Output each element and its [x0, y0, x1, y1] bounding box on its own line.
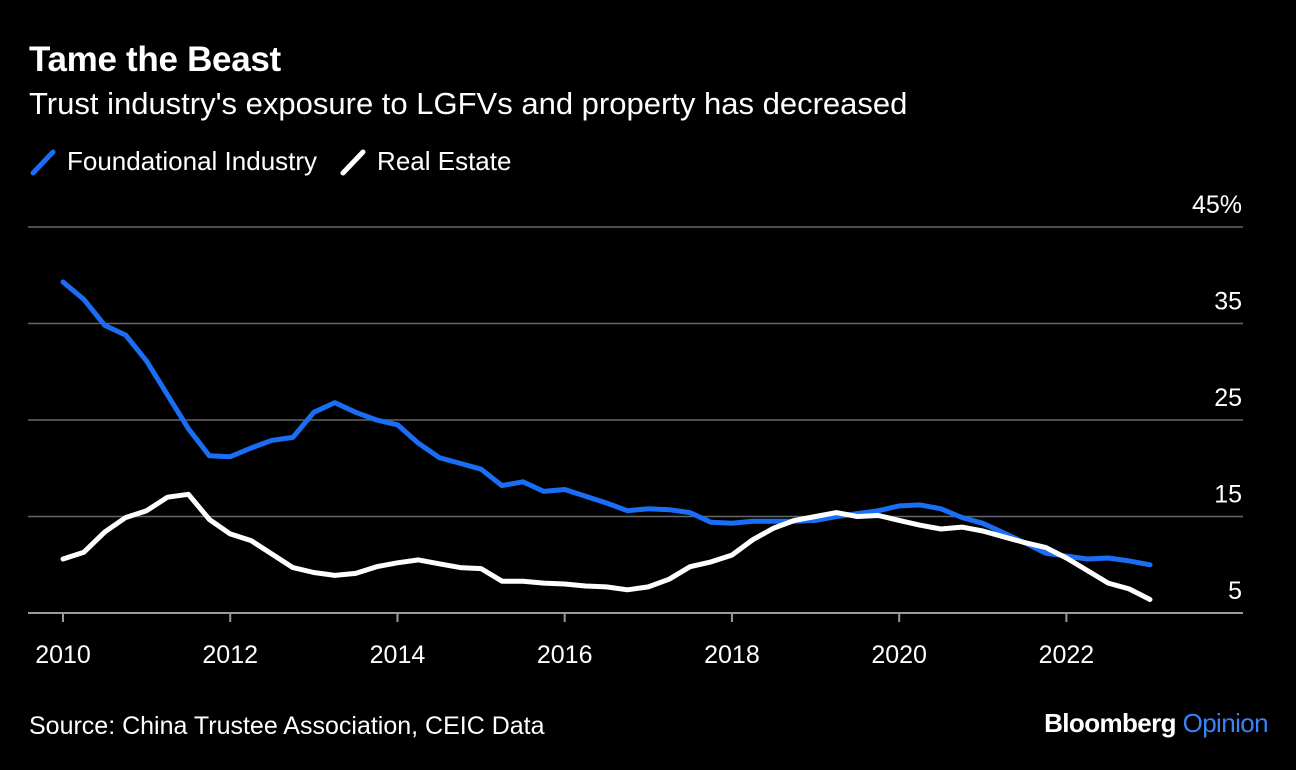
- legend: Foundational Industry Real Estate: [29, 146, 533, 177]
- series-line-real-estate: [60, 491, 1153, 602]
- brand-logo: Bloomberg Opinion: [1044, 708, 1268, 739]
- x-tick-label: 2022: [1039, 641, 1095, 669]
- chart-title: Tame the Beast: [29, 40, 281, 79]
- x-axis: 2010 2012 2014 2016 2018 2020 2022: [35, 613, 1094, 669]
- legend-swatch-foundational: [30, 149, 56, 175]
- x-tick-label: 2018: [704, 641, 760, 669]
- x-tick-label: 2012: [202, 641, 258, 669]
- chart-subtitle: Trust industry's exposure to LGFVs and p…: [29, 86, 908, 121]
- y-tick-label: 35: [1214, 288, 1242, 316]
- y-tick-label: 25: [1214, 384, 1242, 412]
- y-tick-label: 5: [1228, 577, 1242, 605]
- legend-label-foundational: Foundational Industry: [67, 146, 318, 176]
- brand-opinion: Opinion: [1182, 708, 1269, 738]
- legend-item-foundational: Foundational Industry: [29, 146, 317, 177]
- series-line-foundational-industry: [60, 279, 1153, 568]
- source-note: Source: China Trustee Association, CEIC …: [29, 712, 545, 740]
- x-tick-label: 2020: [871, 641, 927, 669]
- x-tick-label: 2014: [370, 641, 426, 669]
- legend-item-real-estate: Real Estate: [339, 146, 511, 177]
- y-tick-label: 15: [1214, 481, 1242, 509]
- x-tick-label: 2010: [35, 641, 91, 669]
- brand-bloomberg: Bloomberg: [1044, 708, 1176, 738]
- y-tick-label: 45%: [1192, 191, 1242, 219]
- series-lines: [60, 279, 1153, 602]
- y-axis-labels: 45% 35 25 15 5: [1192, 191, 1242, 605]
- legend-label-real-estate: Real Estate: [377, 146, 512, 176]
- legend-swatch-real-estate: [340, 149, 366, 175]
- x-tick-label: 2016: [537, 641, 593, 669]
